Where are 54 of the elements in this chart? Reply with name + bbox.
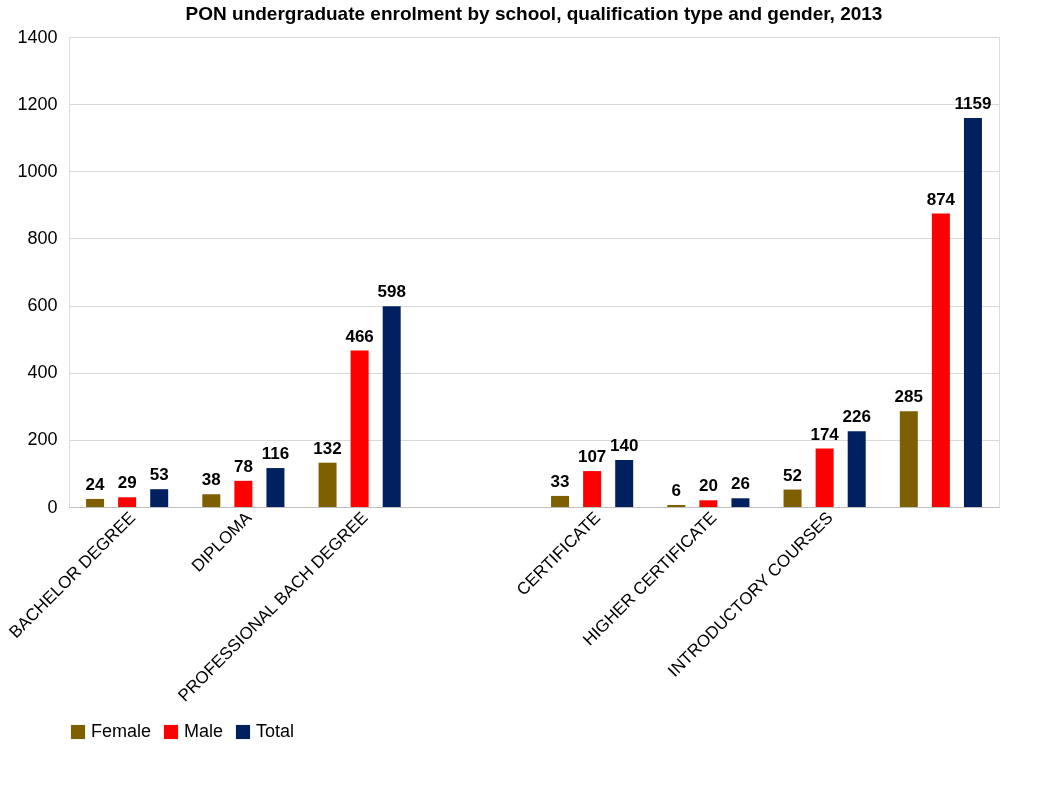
bar: [86, 498, 105, 507]
y-tick-label: 1400: [17, 26, 58, 47]
bar: [234, 480, 253, 507]
data-label: 20: [698, 476, 718, 496]
bar: [731, 498, 750, 507]
bar: [382, 306, 401, 507]
bar: [815, 448, 834, 507]
bar: [899, 411, 918, 507]
data-label: 174: [810, 424, 840, 444]
data-label: 33: [550, 471, 570, 491]
chart-title: PON undergraduate enrolment by school, qualification type and gender, 2013: [185, 3, 883, 24]
bar: [615, 460, 634, 507]
bar: [551, 495, 570, 507]
data-label: 29: [117, 473, 137, 493]
data-label: 6: [671, 480, 682, 500]
legend-label: Female: [91, 721, 152, 741]
bar: [118, 497, 137, 507]
bar: [202, 494, 221, 507]
data-label: 26: [730, 474, 750, 494]
bar: [150, 489, 169, 507]
legend-label: Male: [184, 721, 224, 741]
y-tick-label: 600: [27, 295, 58, 316]
legend-label: Total: [256, 721, 295, 741]
data-label: 107: [577, 447, 607, 467]
y-tick-label: 800: [27, 227, 58, 248]
y-tick-label: 1000: [17, 160, 58, 181]
bar: [931, 213, 950, 507]
data-label: 132: [313, 438, 342, 458]
data-label: 78: [233, 456, 253, 476]
data-label: 38: [201, 470, 221, 490]
data-label: 285: [894, 387, 923, 407]
data-label: 598: [377, 282, 406, 302]
data-label: 1159: [954, 93, 992, 113]
data-label: 53: [149, 465, 169, 485]
data-label: 226: [842, 407, 871, 427]
data-label: 24: [85, 474, 106, 494]
bar: [847, 431, 866, 507]
bar: [963, 117, 982, 507]
y-tick-label: 200: [27, 429, 58, 450]
bar: [583, 471, 602, 507]
y-tick-label: 0: [47, 496, 58, 517]
data-label: 874: [926, 189, 956, 209]
data-label: 52: [783, 465, 803, 485]
y-tick-label: 1200: [17, 93, 58, 114]
bar: [783, 489, 802, 507]
data-label: 116: [261, 444, 290, 464]
data-label: 140: [610, 436, 639, 455]
bar: [699, 500, 718, 507]
bar: [350, 350, 369, 507]
bar: [667, 504, 686, 507]
y-tick-label: 400: [27, 362, 58, 383]
data-label: 466: [345, 326, 374, 346]
bar: [266, 468, 285, 507]
bar: [318, 462, 337, 507]
